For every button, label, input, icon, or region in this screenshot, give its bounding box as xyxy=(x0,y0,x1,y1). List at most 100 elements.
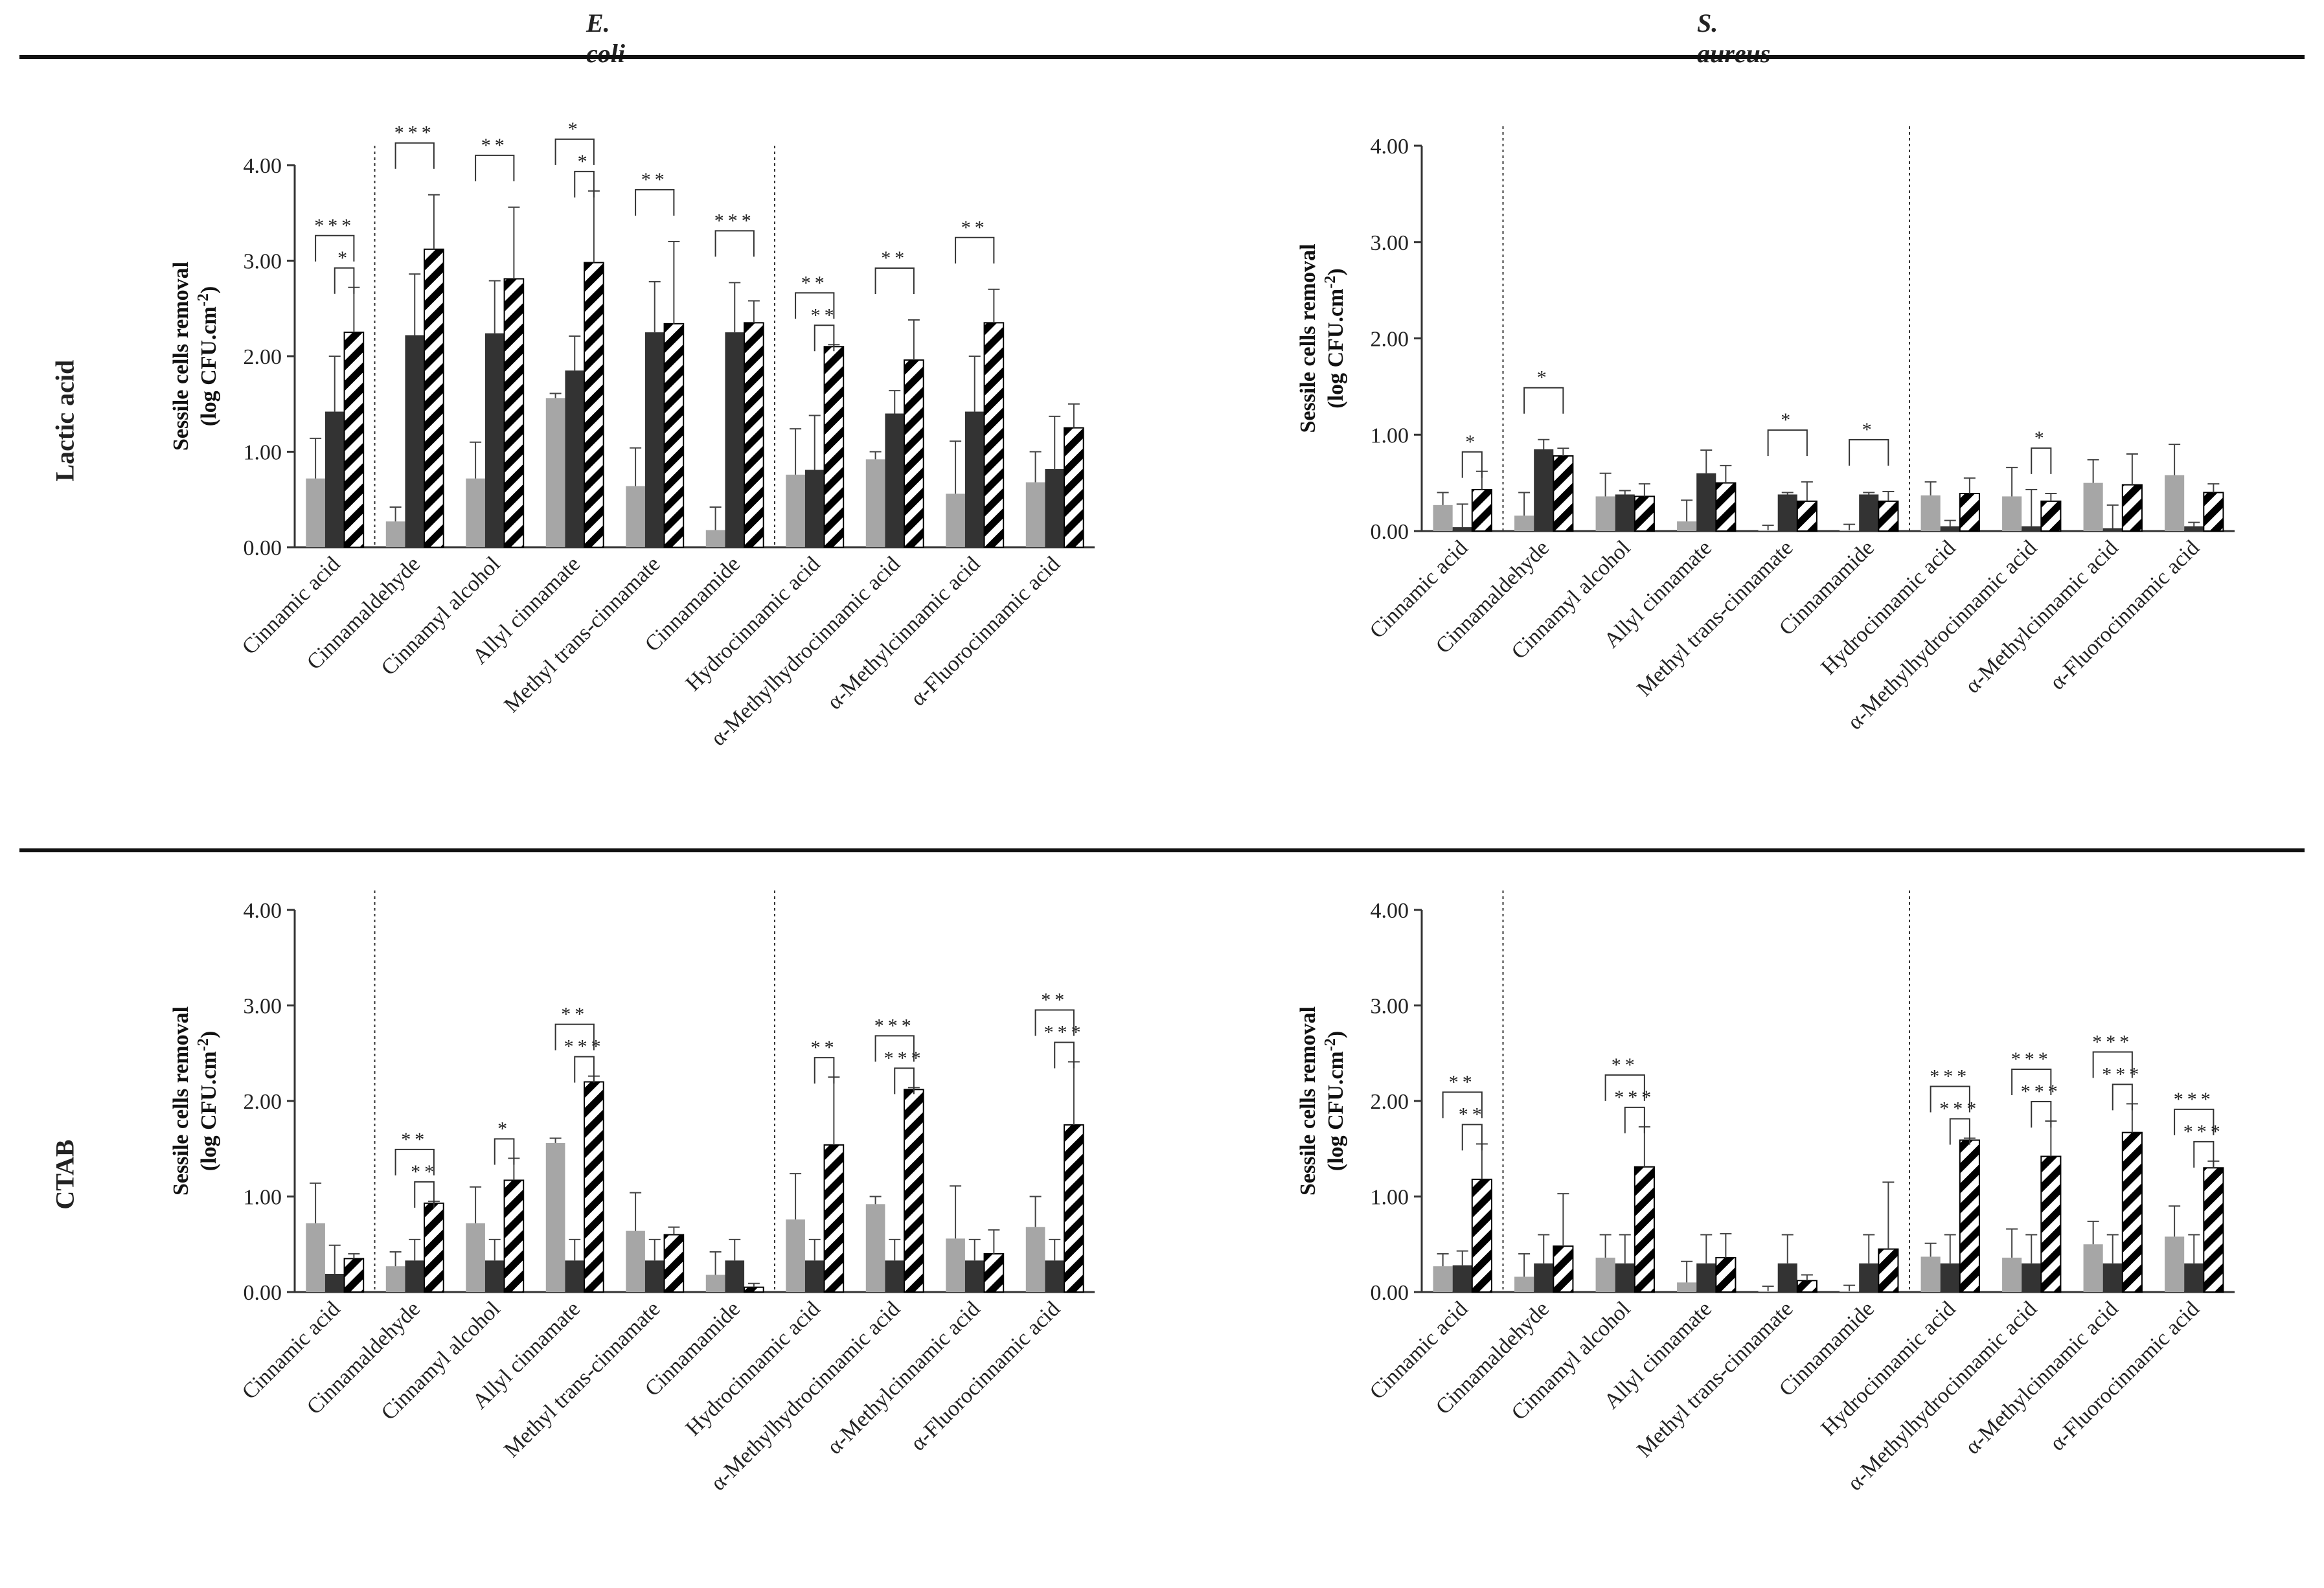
significance-bracket xyxy=(2031,447,2052,474)
bar-black xyxy=(2102,528,2123,531)
bar-gray xyxy=(786,474,805,547)
significance-label: ** xyxy=(401,1129,428,1150)
bar-black xyxy=(405,335,425,547)
bar-black xyxy=(885,1260,905,1292)
significance-bracket xyxy=(955,236,995,264)
significance-bracket xyxy=(874,1035,915,1062)
bar-hatched xyxy=(1064,1124,1084,1293)
category-label: α-Fluorocinnamic acid xyxy=(906,1297,1065,1455)
bar-black xyxy=(2022,526,2042,531)
y-tick-label: 3.00 xyxy=(244,250,282,274)
significance-label: ** xyxy=(811,1037,838,1058)
bar-black xyxy=(2102,1263,2123,1292)
bar-gray xyxy=(865,1204,885,1292)
bar-hatched xyxy=(1796,500,1817,532)
bar-gray xyxy=(2165,475,2185,531)
bar-gray xyxy=(2002,496,2022,531)
bar-gray xyxy=(1758,530,1778,531)
significance-label: *** xyxy=(884,1047,925,1069)
significance-bracket xyxy=(1930,1085,1970,1113)
bar-hatched xyxy=(424,248,444,548)
significance-label: * xyxy=(337,247,351,269)
bar-gray xyxy=(1920,495,1941,531)
y-tick-label: 2.00 xyxy=(244,345,282,369)
chart-ecoli-lactic: 0.00 1.00 2.00 3.00 4.00 Sessile cells remova… xyxy=(169,119,1095,751)
bar-gray xyxy=(705,1275,725,1292)
bar-gray xyxy=(786,1219,805,1292)
y-tick-label: 1.00 xyxy=(244,441,282,465)
column-title-saureus: S. aureus xyxy=(1697,8,1771,68)
y-tick-label: 0.00 xyxy=(244,1281,282,1305)
bar-gray xyxy=(626,486,645,547)
bar-gray xyxy=(865,459,885,547)
y-tick-label: 1.00 xyxy=(1371,1186,1409,1210)
significance-label: *** xyxy=(2021,1081,2062,1102)
bar-hatched xyxy=(1064,427,1084,548)
bar-gray xyxy=(1840,530,1860,531)
significance-bracket xyxy=(1461,451,1483,478)
bar-hatched xyxy=(343,1258,365,1293)
bar-gray xyxy=(946,493,965,547)
significance-bracket xyxy=(2031,1100,2052,1128)
bar-hatched xyxy=(663,323,685,548)
bar-black xyxy=(1534,449,1554,531)
bar-black xyxy=(1534,1263,1554,1292)
bar-hatched xyxy=(2121,1131,2143,1293)
bar-black xyxy=(2184,1263,2204,1292)
bar-hatched xyxy=(983,322,1005,548)
significance-bracket xyxy=(874,267,915,294)
y-tick-label: 3.00 xyxy=(1371,231,1409,255)
bar-hatched xyxy=(904,359,924,549)
bar-black xyxy=(1696,473,1716,531)
bar-hatched xyxy=(1796,1280,1817,1293)
significance-label: *** xyxy=(2183,1121,2224,1142)
y-tick-label: 0.00 xyxy=(244,536,282,560)
significance-label: *** xyxy=(1614,1087,1655,1108)
y-tick-label: 0.00 xyxy=(1371,520,1409,544)
category-label: Hydrocinnamic acid xyxy=(681,1297,825,1440)
bar-black xyxy=(644,1260,665,1292)
bar-black xyxy=(725,332,745,547)
bar-black xyxy=(1452,527,1472,531)
category-label: Hydrocinnamic acid xyxy=(681,552,825,696)
category-label: α-Methylcinnamic acid xyxy=(1961,1297,2123,1458)
significance-label: *** xyxy=(874,1015,915,1036)
bar-gray xyxy=(1920,1256,1941,1292)
category-label: Methyl trans-cinnamate xyxy=(499,552,665,717)
significance-label: ** xyxy=(1041,990,1068,1011)
bar-hatched xyxy=(2040,1155,2062,1293)
bar-hatched xyxy=(1715,1256,1737,1293)
bar-black xyxy=(1045,1260,1065,1292)
bar-black xyxy=(1615,494,1635,531)
significance-label: *** xyxy=(564,1036,605,1058)
bar-gray xyxy=(466,478,485,547)
significance-bracket xyxy=(1624,1106,1645,1133)
bar-gray xyxy=(1595,496,1615,531)
y-axis-title: Sessile cells removal xyxy=(1296,1006,1320,1196)
category-label: Hydrocinnamic acid xyxy=(1817,1297,1961,1440)
y-axis-unit: (log CFU.cm-2) xyxy=(195,286,221,426)
bar-gray xyxy=(306,478,325,547)
category-label: Methyl trans-cinnamate xyxy=(1632,1297,1797,1462)
bar-gray xyxy=(2165,1236,2185,1292)
y-axis-title: Sessile cells removal xyxy=(169,1006,193,1196)
bar-black xyxy=(1696,1263,1716,1292)
bar-gray xyxy=(2083,482,2103,531)
y-tick-label: 4.00 xyxy=(244,154,282,178)
bar-hatched xyxy=(744,322,764,548)
bar-gray xyxy=(1025,1227,1045,1292)
y-tick-label: 2.00 xyxy=(1371,328,1409,352)
significance-label: ** xyxy=(1449,1071,1476,1093)
significance-bracket xyxy=(394,1148,435,1175)
significance-label: *** xyxy=(1044,1022,1085,1043)
significance-bracket xyxy=(1054,1041,1075,1069)
bar-hatched xyxy=(1878,1248,1899,1293)
bar-hatched xyxy=(1959,492,1980,532)
bar-gray xyxy=(2002,1257,2022,1292)
y-tick-label: 4.00 xyxy=(244,899,282,923)
significance-label: * xyxy=(1537,367,1551,389)
y-tick-label: 1.00 xyxy=(244,1186,282,1210)
significance-label: ** xyxy=(561,1004,588,1025)
bar-hatched xyxy=(503,278,525,548)
category-label: α-Fluorocinnamic acid xyxy=(906,552,1065,710)
